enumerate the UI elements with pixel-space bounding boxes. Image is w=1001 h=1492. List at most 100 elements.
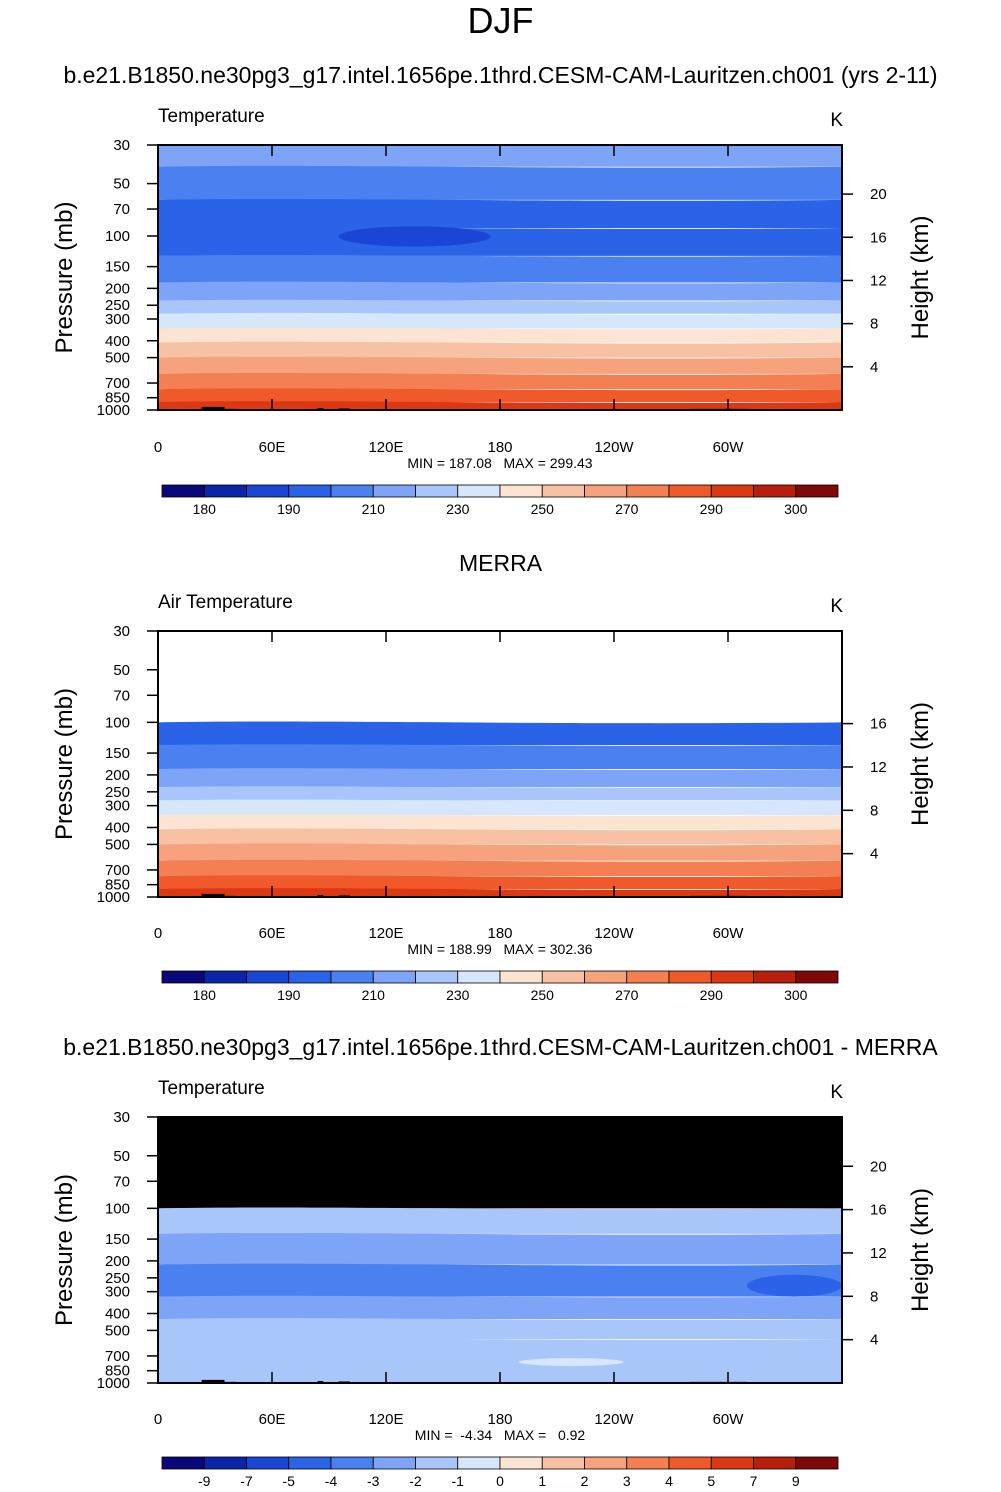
- colorbar-label-top-6: 290: [700, 501, 724, 517]
- colorbar-box-top-0: [161, 484, 205, 498]
- y-tick-label-bottom-10: 700: [105, 1348, 130, 1365]
- page-title: DJF: [467, 0, 534, 41]
- y-tick-label-middle-6: 250: [105, 784, 130, 801]
- panel-units-top: K: [830, 110, 843, 131]
- contour-band-top-8: [158, 327, 842, 343]
- contour-band-top-5: [158, 281, 842, 301]
- stats-label-top: MIN = 187.08 MAX = 299.43: [407, 455, 592, 471]
- y-tick-label-bottom-7: 300: [105, 1284, 130, 1301]
- y-tick-label-bottom-5: 200: [105, 1253, 130, 1270]
- colorbar-label-bottom-5: -2: [409, 1473, 422, 1489]
- contour-band-middle-8: [158, 859, 842, 877]
- contour-band-top-3: [158, 227, 842, 256]
- right-axis-label-top: Height (km): [907, 215, 934, 339]
- x-tick-label-middle-4: 120W: [594, 925, 634, 942]
- x-tick-label-top-1: 60E: [259, 439, 286, 456]
- y-tick-label-top-10: 700: [105, 375, 130, 392]
- colorbar-box-middle-2: [246, 970, 290, 984]
- contour-band-middle-3: [158, 786, 842, 801]
- contour-band-top-1: [158, 165, 842, 200]
- panel-left-title-bottom: Temperature: [158, 1078, 265, 1099]
- contour-band-top-12: [158, 388, 842, 403]
- colorbar-label-bottom-4: -3: [367, 1473, 380, 1489]
- colorbar-label-middle-1: 190: [277, 987, 301, 1003]
- panel-left-title-top: Temperature: [158, 106, 265, 127]
- masked-region-bottom: [158, 1117, 842, 1209]
- topography-middle-1: [201, 893, 225, 897]
- colorbar-box-top-12: [668, 484, 712, 498]
- x-tick-label-top-3: 180: [487, 439, 512, 456]
- contour-band-middle-5: [158, 814, 842, 830]
- x-tick-label-middle-2: 120E: [368, 925, 403, 942]
- colorbar-box-bottom-4: [330, 1456, 374, 1470]
- colorbar-label-bottom-10: 3: [623, 1473, 631, 1489]
- colorbar-box-bottom-5: [372, 1456, 416, 1470]
- y-tick-label-top-0: 30: [113, 137, 130, 154]
- y-tick-label-top-7: 300: [105, 311, 130, 328]
- colorbar-box-bottom-3: [288, 1456, 332, 1470]
- colorbar-box-top-11: [626, 484, 670, 498]
- x-tick-label-middle-1: 60E: [259, 925, 286, 942]
- contour-band-top-2: [158, 198, 842, 229]
- contour-band-top-9: [158, 341, 842, 358]
- y-tick-label-middle-7: 300: [105, 798, 130, 815]
- right-tick-label-middle-1: 12: [870, 759, 887, 776]
- y-axis-label-top: Pressure (mb): [51, 201, 78, 353]
- colorbar-box-middle-4: [330, 970, 374, 984]
- right-tick-label-top-0: 20: [870, 186, 887, 203]
- contour-feature-top-0: [338, 226, 491, 247]
- contour-band-bottom-3: [158, 1295, 842, 1319]
- y-tick-label-top-8: 400: [105, 333, 130, 350]
- colorbar-label-middle-6: 290: [700, 987, 724, 1003]
- right-tick-label-bottom-4: 4: [870, 1332, 878, 1349]
- colorbar-box-bottom-15: [795, 1456, 839, 1470]
- colorbar-box-bottom-10: [584, 1456, 628, 1470]
- colorbar-box-top-6: [415, 484, 459, 498]
- x-tick-label-middle-5: 60W: [713, 925, 745, 942]
- y-tick-label-bottom-12: 1000: [97, 1375, 130, 1392]
- colorbar-label-bottom-12: 5: [707, 1473, 715, 1489]
- x-tick-label-bottom-3: 180: [487, 1411, 512, 1428]
- y-tick-label-bottom-0: 30: [113, 1109, 130, 1126]
- y-tick-label-middle-8: 400: [105, 819, 130, 836]
- contour-band-middle-9: [158, 875, 842, 890]
- y-tick-label-bottom-11: 850: [105, 1363, 130, 1380]
- colorbar-box-bottom-9: [541, 1456, 585, 1470]
- x-tick-label-middle-3: 180: [487, 925, 512, 942]
- right-tick-label-bottom-1: 16: [870, 1202, 887, 1219]
- contour-band-middle-7: [158, 843, 842, 861]
- colorbar-box-middle-14: [753, 970, 797, 984]
- right-tick-label-top-1: 16: [870, 229, 887, 246]
- colorbar-label-top-4: 250: [531, 501, 555, 517]
- contour-band-top-4: [158, 254, 842, 283]
- colorbar-box-bottom-6: [415, 1456, 459, 1470]
- contour-band-bottom-4: [158, 1318, 842, 1340]
- colorbar-label-middle-2: 210: [362, 987, 386, 1003]
- colorbar-box-middle-0: [161, 970, 205, 984]
- x-tick-label-top-2: 120E: [368, 439, 403, 456]
- y-tick-label-top-9: 500: [105, 350, 130, 367]
- contour-band-bottom-5: [158, 1338, 842, 1383]
- colorbar-box-bottom-13: [710, 1456, 754, 1470]
- colorbar-label-bottom-8: 1: [538, 1473, 546, 1489]
- colorbar-label-top-0: 180: [193, 501, 217, 517]
- right-axis-label-bottom: Height (km): [907, 1188, 934, 1312]
- x-tick-label-middle-0: 0: [154, 925, 162, 942]
- y-tick-label-top-12: 1000: [97, 402, 130, 419]
- y-tick-label-bottom-1: 50: [113, 1148, 130, 1165]
- colorbar-label-top-2: 210: [362, 501, 386, 517]
- colorbar-label-bottom-7: 0: [496, 1473, 504, 1489]
- right-axis-label-middle: Height (km): [907, 702, 934, 826]
- colorbar-label-bottom-3: -4: [325, 1473, 338, 1489]
- colorbar-box-top-13: [710, 484, 754, 498]
- x-tick-label-bottom-1: 60E: [259, 1411, 286, 1428]
- colorbar-label-bottom-6: -1: [452, 1473, 465, 1489]
- colorbar-label-top-7: 300: [784, 501, 808, 517]
- colorbar-box-middle-8: [499, 970, 543, 984]
- y-tick-label-top-6: 250: [105, 297, 130, 314]
- y-tick-label-bottom-8: 400: [105, 1305, 130, 1322]
- contour-band-middle-4: [158, 799, 842, 816]
- colorbar-label-top-3: 230: [446, 501, 470, 517]
- y-tick-label-middle-0: 30: [113, 623, 130, 640]
